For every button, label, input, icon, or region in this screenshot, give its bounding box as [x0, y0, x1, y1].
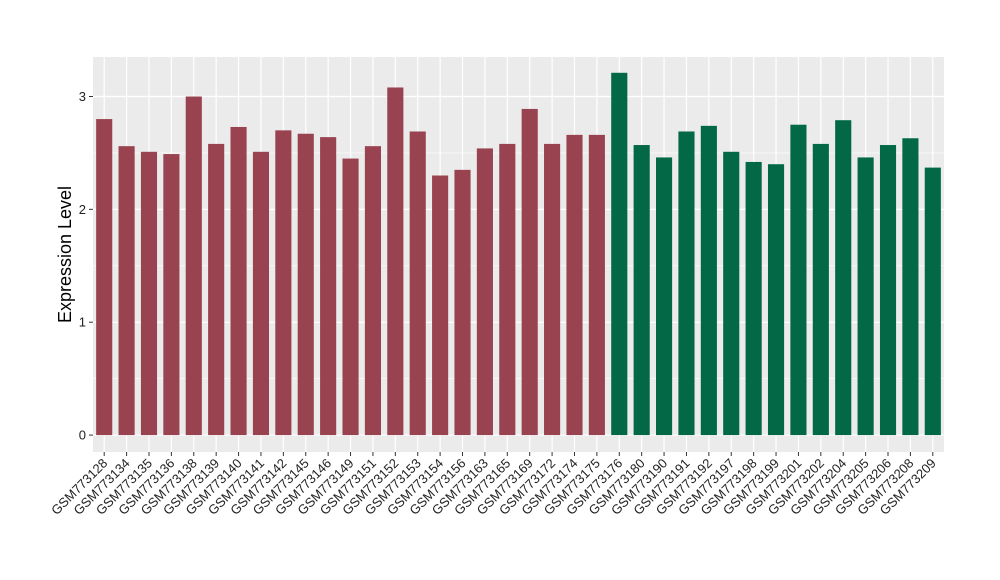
bar-GSM773191	[678, 131, 695, 436]
bar-GSM773176	[611, 72, 628, 436]
bar-GSM773175	[588, 134, 605, 436]
bar-GSM773149	[342, 158, 359, 436]
bars	[96, 72, 941, 436]
bar-GSM773199	[767, 164, 785, 436]
bar-GSM773209	[924, 167, 941, 436]
x-axis: GSM773128GSM773134GSM773135GSM773136GSM7…	[48, 452, 939, 518]
bar-GSM773165	[499, 143, 516, 436]
bar-GSM773204	[835, 120, 852, 436]
y-axis-title: Expression Level	[55, 186, 75, 323]
y-axis: 0 1 2 3	[79, 89, 93, 443]
bar-GSM773208	[902, 138, 919, 436]
bar-GSM773142	[275, 130, 292, 436]
bar-GSM773139	[208, 143, 225, 436]
bar-GSM773151	[364, 146, 381, 436]
bar-GSM773145	[297, 133, 314, 436]
bar-GSM773138	[185, 96, 202, 436]
bar-GSM773198	[745, 161, 762, 436]
bar-GSM773141	[252, 151, 270, 436]
bar-GSM773135	[140, 151, 158, 436]
bar-GSM773156	[454, 169, 471, 436]
bar-GSM773205	[857, 157, 874, 436]
bar-GSM773154	[432, 175, 449, 436]
bar-GSM773180	[633, 145, 650, 436]
y-tick-label: 2	[79, 202, 86, 217]
y-tick-label: 1	[79, 315, 86, 330]
y-tick-label: 3	[79, 89, 86, 104]
bar-GSM773206	[879, 145, 897, 436]
bar-GSM773153	[409, 131, 426, 436]
bar-GSM773174	[566, 134, 583, 436]
bar-GSM773140	[230, 126, 247, 436]
bar-GSM773128	[96, 119, 113, 436]
bar-GSM773163	[476, 148, 493, 436]
bar-GSM773197	[723, 151, 740, 436]
bar-GSM773172	[544, 143, 561, 436]
bar-GSM773190	[656, 157, 673, 436]
bar-GSM773136	[163, 154, 180, 436]
bar-GSM773201	[790, 124, 807, 436]
bar-GSM773192	[700, 125, 717, 436]
bar-GSM773152	[387, 87, 404, 436]
bar-GSM773146	[320, 137, 337, 436]
bar-GSM773202	[812, 143, 829, 436]
bar-GSM773169	[521, 108, 538, 436]
y-tick-label: 0	[79, 428, 86, 443]
bar-GSM773134	[118, 146, 135, 436]
